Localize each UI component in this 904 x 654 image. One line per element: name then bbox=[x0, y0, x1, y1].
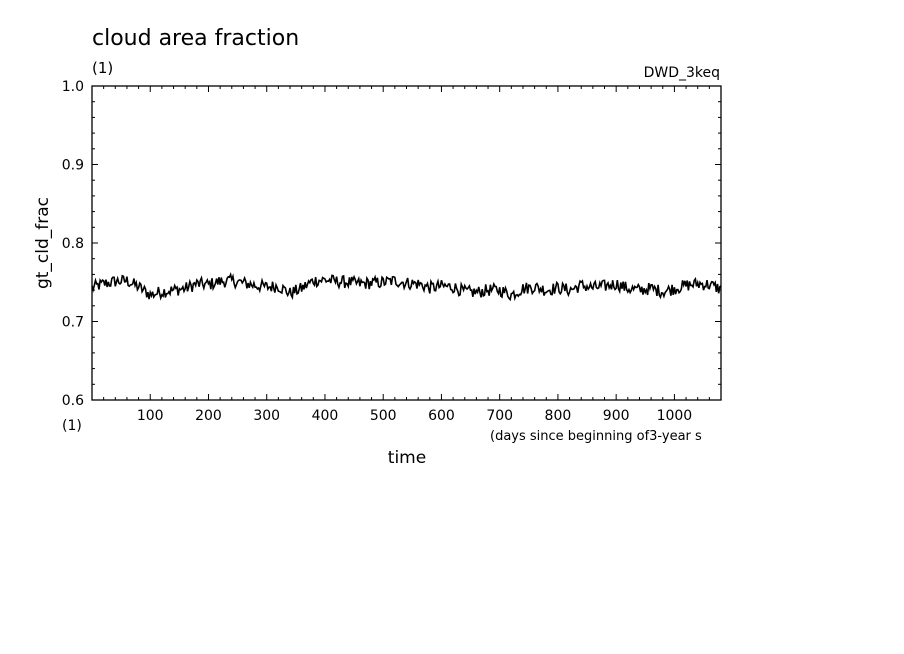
y-tick-label: 0.9 bbox=[62, 158, 84, 174]
x-units-note: (days since beginning of3-year s bbox=[490, 429, 702, 444]
x-tick-label: 600 bbox=[428, 408, 455, 424]
x-tick-label: 500 bbox=[370, 408, 397, 424]
x-axis-label: time bbox=[388, 448, 426, 468]
y-tick-label: 0.6 bbox=[62, 393, 84, 409]
y-tick-label: 1.0 bbox=[62, 79, 84, 95]
y-units-label: (1) bbox=[92, 59, 113, 77]
x-tick-label: 100 bbox=[137, 408, 164, 424]
x-tick-label: 800 bbox=[545, 408, 572, 424]
run-label: DWD_3keq bbox=[644, 65, 720, 81]
y-tick-label: 0.7 bbox=[62, 315, 84, 331]
x-axis-units-corner: (1) bbox=[62, 418, 82, 434]
x-tick-label: 300 bbox=[253, 408, 280, 424]
x-axis: 100 200 300 400 500 600 700 800 900 1000 bbox=[103, 86, 710, 424]
x-tick-label: 900 bbox=[603, 408, 630, 424]
y-tick-label: 0.8 bbox=[62, 236, 84, 252]
x-tick-label: 400 bbox=[312, 408, 339, 424]
series-line bbox=[91, 271, 722, 302]
x-tick-label: 700 bbox=[486, 408, 513, 424]
x-tick-label: 1000 bbox=[657, 408, 693, 424]
chart-title: cloud area fraction bbox=[92, 26, 299, 51]
y-axis: 0.6 0.7 0.8 0.9 1.0 bbox=[62, 79, 721, 409]
y-axis-label: gt_cld_frac bbox=[33, 197, 53, 289]
x-tick-label: 200 bbox=[195, 408, 222, 424]
plot-frame bbox=[91, 85, 722, 401]
